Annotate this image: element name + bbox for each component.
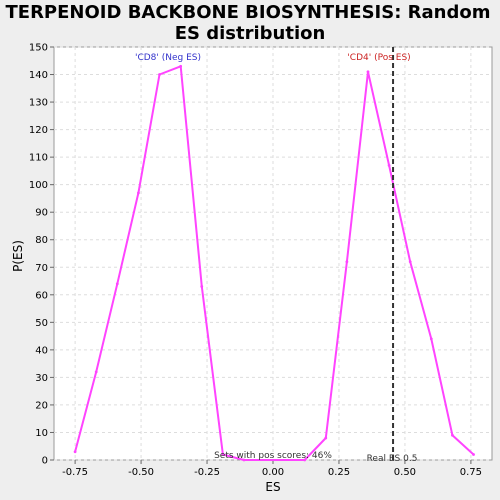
data-point: [303, 458, 307, 462]
x-tick-label: -0.50: [128, 467, 154, 478]
x-tick-label: -0.25: [194, 467, 220, 478]
x-tick-label: 0.00: [262, 467, 284, 478]
data-point: [429, 337, 433, 341]
y-tick-label: 20: [35, 400, 48, 411]
real-es-text: Real ES 0.5: [367, 454, 418, 464]
y-tick-label: 150: [29, 43, 48, 54]
y-axis-label: P(ES): [11, 240, 25, 272]
data-point: [179, 64, 183, 68]
x-axis-label: ES: [265, 480, 280, 494]
y-tick-label: 70: [35, 263, 48, 274]
y-tick-label: 120: [29, 125, 48, 136]
x-tick-label: 0.25: [328, 467, 350, 478]
data-marks: [73, 47, 475, 462]
y-tick-label: 80: [35, 235, 48, 246]
pos-es-label: 'CD4' (Pos ES): [347, 53, 410, 63]
x-tick-label: -0.75: [62, 467, 88, 478]
series-line: [74, 65, 475, 461]
x-tick-label: 0.50: [394, 467, 416, 478]
data-point: [158, 73, 161, 76]
y-tick-label: 140: [29, 70, 48, 81]
y-tick-label: 10: [35, 428, 48, 439]
y-tick-label: 60: [35, 290, 48, 301]
data-point: [324, 436, 328, 440]
y-tick-label: 0: [42, 456, 48, 467]
data-point: [387, 163, 391, 167]
data-point: [73, 450, 77, 454]
sets-pos-scores-text: Sets with pos scores: 46%: [214, 451, 332, 461]
data-point: [94, 370, 98, 374]
y-tick-label: 50: [35, 318, 48, 329]
data-point: [200, 285, 204, 288]
x-tick-label: 0.75: [460, 467, 482, 478]
data-point: [242, 458, 246, 462]
y-tick-label: 130: [29, 98, 48, 109]
y-tick-label: 30: [35, 373, 48, 384]
data-point: [115, 282, 119, 286]
data-point: [345, 260, 349, 264]
y-tick-label: 100: [29, 180, 48, 191]
data-point: [472, 453, 475, 456]
data-point: [366, 70, 370, 74]
axes: 0 10 20 30 40 50 60 70 80 90 100 110 120 130 140 150 -0.…: [29, 43, 482, 479]
chart-title-line-2: ES distribution: [175, 23, 326, 44]
data-point: [137, 191, 140, 195]
neg-es-label: 'CD8' (Neg ES): [135, 53, 201, 63]
y-tick-label: 90: [35, 208, 48, 219]
data-point: [221, 453, 225, 456]
chart-title-line-1: TERPENOID BACKBONE BIOSYNTHESIS: Random: [6, 2, 491, 23]
y-tick-label: 110: [29, 153, 48, 164]
data-point: [451, 433, 454, 437]
y-tick-label: 40: [35, 345, 48, 356]
data-point: [408, 260, 412, 264]
grid-lines: [54, 46, 492, 461]
